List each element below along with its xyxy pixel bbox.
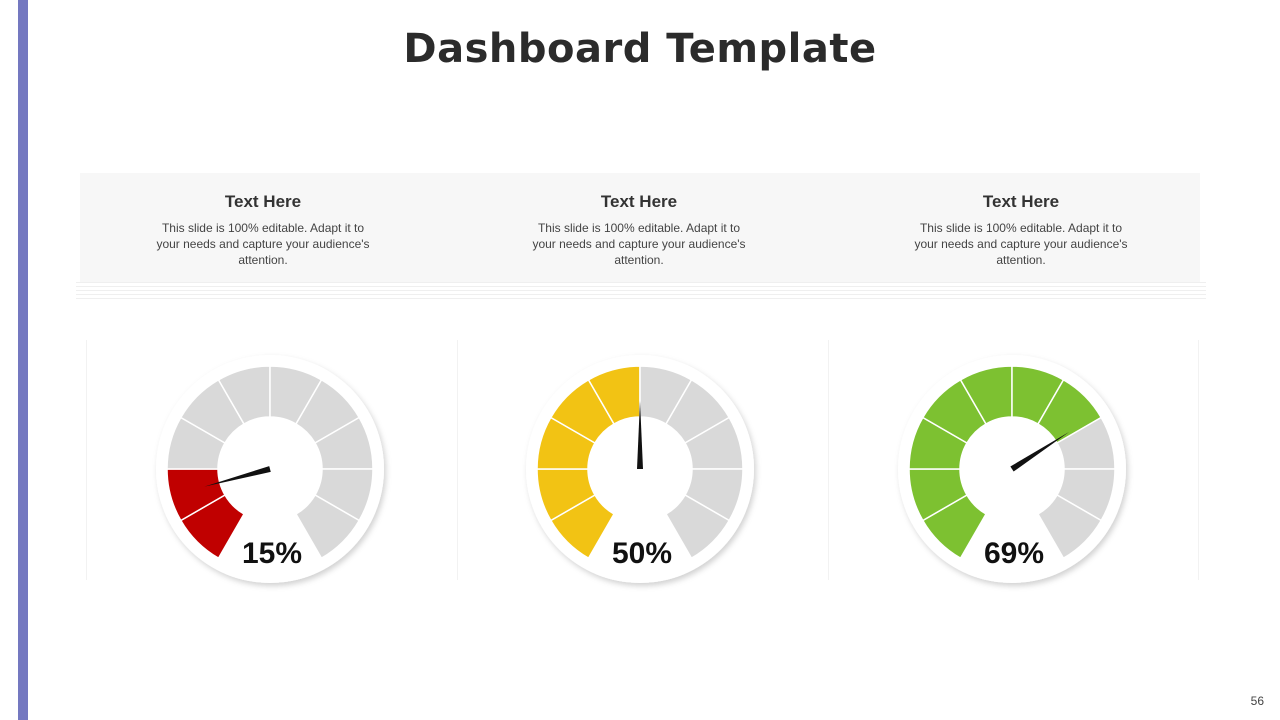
gauge-segment [1036, 493, 1103, 560]
text-panel [80, 173, 1200, 282]
divider [828, 340, 829, 580]
gauge-segment [664, 493, 731, 560]
column-heading: Text Here [982, 192, 1060, 211]
accent-bar [18, 0, 28, 720]
gauge-needle [1010, 431, 1070, 472]
column-heading: Text Here [600, 192, 678, 211]
divider [457, 340, 458, 580]
text-column-1: Text Here This slide is 100% editable. A… [153, 192, 373, 268]
gauge-value-label: 50% [612, 537, 672, 570]
page-number: 56 [1250, 694, 1264, 708]
text-column-3: Text Here This slide is 100% editable. A… [911, 192, 1131, 268]
divider [86, 340, 87, 580]
column-body: This slide is 100% editable. Adapt it to… [156, 221, 370, 267]
gauge-needle [204, 466, 271, 487]
divider [1198, 340, 1199, 580]
gauge-segment [294, 493, 361, 560]
column-body: This slide is 100% editable. Adapt it to… [914, 221, 1128, 267]
page-title: Dashboard Template [403, 26, 877, 72]
gauge-value-label: 15% [242, 537, 302, 570]
column-heading: Text Here [224, 192, 302, 211]
gauge-needle [637, 401, 643, 469]
panel-decoration [76, 282, 1206, 302]
text-column-2: Text Here This slide is 100% editable. A… [529, 192, 749, 268]
column-body: This slide is 100% editable. Adapt it to… [532, 221, 746, 267]
gauge-value-label: 69% [984, 537, 1044, 570]
